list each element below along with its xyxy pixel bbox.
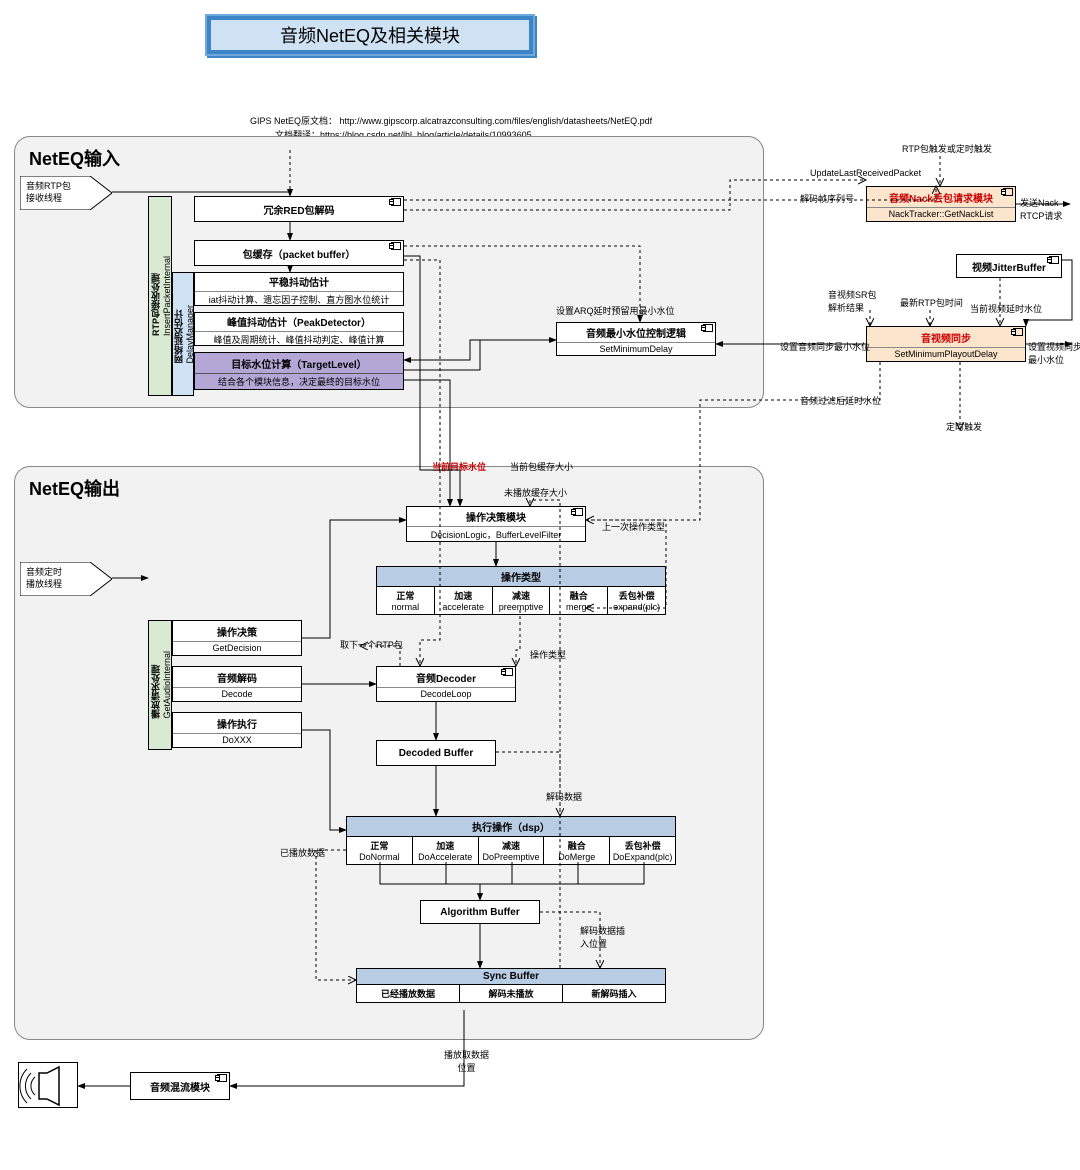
op-kind-lbl: 操作类型 <box>530 648 566 661</box>
op-type-table: 操作类型 正常normal加速accelerate减速preemptive融合m… <box>376 566 666 615</box>
op-type-cell: 减速preemptive <box>492 587 550 614</box>
op-type-cell: 丢包补偿expand(plc) <box>607 587 665 614</box>
avsync-lbl-f: 音频过滤后延时水位 <box>800 394 881 407</box>
video-jitterbuffer-box: 视频JitterBuffer <box>956 254 1062 278</box>
avsync-box: 音视频同步 SetMinimumPlayoutDelay <box>866 326 1026 362</box>
avsync-lbl-g: 定时触发 <box>946 420 982 433</box>
step-exec: 操作执行DoXXX <box>172 712 302 748</box>
input-entry: 音频RTP包 接收线程 <box>20 176 112 210</box>
output-entry: 音频定时 播放线程 <box>20 562 112 596</box>
speaker-icon <box>18 1062 78 1108</box>
play-pos-lbl: 播放取数据 位置 <box>444 1048 489 1074</box>
algorithm-buffer-box: Algorithm Buffer <box>420 900 540 924</box>
nack-trigger-lbl: RTP包触发或定时触发 <box>902 142 992 155</box>
nack-lbl-a: UpdateLastReceivedPacket <box>810 168 921 178</box>
op-type-cell: 正常normal <box>377 587 434 614</box>
next-rtp-lbl: 取下一个RTP包 <box>340 638 403 651</box>
played-data-lbl: 已播放数据 <box>280 846 325 859</box>
min-delay-lbl: 设置ARQ延时预留用最小水位 <box>556 304 675 317</box>
unplayed-lbl: 未播放缓存大小 <box>504 486 567 499</box>
target-level-box: 目标水位计算（TargetLevel） 结合各个模块信息，决定最终的目标水位 <box>194 352 404 390</box>
nack-box: 音频Nack丢包请求模块 NackTracker::GetNackList <box>866 186 1016 222</box>
decoder-box: 音频Decoder DecodeLoop <box>376 666 516 702</box>
min-delay-box: 音频最小水位控制逻辑 SetMinimumDelay <box>556 322 716 356</box>
insert-pos-lbl: 解码数据插 入位置 <box>580 924 625 950</box>
nack-lbl-b: 解码帧序列号 <box>800 192 854 205</box>
sync-buffer-table: Sync Buffer 已经播放数据解码未播放新解码插入 <box>356 968 666 1003</box>
avsync-lbl-d: 设置音频同步最小水位 <box>780 340 870 353</box>
step-decision: 操作决策GetDecision <box>172 620 302 656</box>
sync-cell: 已经播放数据 <box>357 985 459 1002</box>
sync-cell: 新解码插入 <box>562 985 665 1002</box>
decode-data-lbl: 解码数据 <box>546 790 582 803</box>
step-decode: 音频解码Decode <box>172 666 302 702</box>
decoded-buffer-box: Decoded Buffer <box>376 740 496 766</box>
dsp-cell: 正常DoNormal <box>347 837 412 864</box>
dsp-table: 执行操作（dsp） 正常DoNormal加速DoAccelerate减速DoPr… <box>346 816 676 865</box>
avsync-lbl-b: 最新RTP包时间 <box>900 296 963 309</box>
cur-target-lbl: 当前目标水位 <box>432 460 486 473</box>
jitter-box: 平稳抖动估计 iat抖动计算、遗忘因子控制、直方图水位统计 <box>194 272 404 306</box>
decision-box: 操作决策模块 DecisionLogic，BufferLevelFilter <box>406 506 586 542</box>
dsp-cell: 加速DoAccelerate <box>412 837 478 864</box>
mixer-box: 音频混流模块 <box>130 1072 230 1100</box>
doc-link-1: GIPS NetEQ原文档： http://www.gipscorp.alcat… <box>250 114 652 127</box>
cur-buf-lbl: 当前包缓存大小 <box>510 460 573 473</box>
blue-delay-manager: 网络延迟估计DelayManager <box>172 272 194 396</box>
red-decode-box: 冗余RED包解码 <box>194 196 404 222</box>
sync-cell: 解码未播放 <box>459 985 562 1002</box>
last-op-lbl: 上一次操作类型 <box>602 520 665 533</box>
neteq-input-title: NetEQ输入 <box>29 145 120 171</box>
packet-buffer-box: 包缓存（packet buffer） <box>194 240 404 266</box>
dsp-cell: 减速DoPreemptive <box>478 837 544 864</box>
avsync-lbl-e: 设置视频同步最小水位 <box>1028 340 1080 366</box>
title-banner: 音频NetEQ及相关模块 <box>205 14 535 56</box>
neteq-output-title: NetEQ输出 <box>29 475 120 501</box>
input-entry-l2: 接收线程 <box>26 193 62 203</box>
green-get-audio: 播放请求处理GetAudioInternal <box>148 620 172 750</box>
avsync-lbl-a: 音视频SR包 解析结果 <box>828 288 877 314</box>
title-text: 音频NetEQ及相关模块 <box>280 22 460 48</box>
op-type-cell: 融合merge <box>549 587 607 614</box>
peak-box: 峰值抖动估计（PeakDetector） 峰值及周期统计、峰值抖动判定、峰值计算 <box>194 312 404 346</box>
op-type-cell: 加速accelerate <box>434 587 492 614</box>
nack-lbl-c: 发送Nack RTCP请求 <box>1020 196 1080 222</box>
avsync-lbl-c: 当前视频延时水位 <box>970 302 1042 315</box>
dsp-cell: 融合DoMerge <box>543 837 609 864</box>
dsp-cell: 丢包补偿DoExpand(plc) <box>609 837 675 864</box>
green-insert-packet: RTP包接收处理InsertPacketInternal <box>148 196 172 396</box>
input-entry-l1: 音频RTP包 <box>26 181 71 191</box>
